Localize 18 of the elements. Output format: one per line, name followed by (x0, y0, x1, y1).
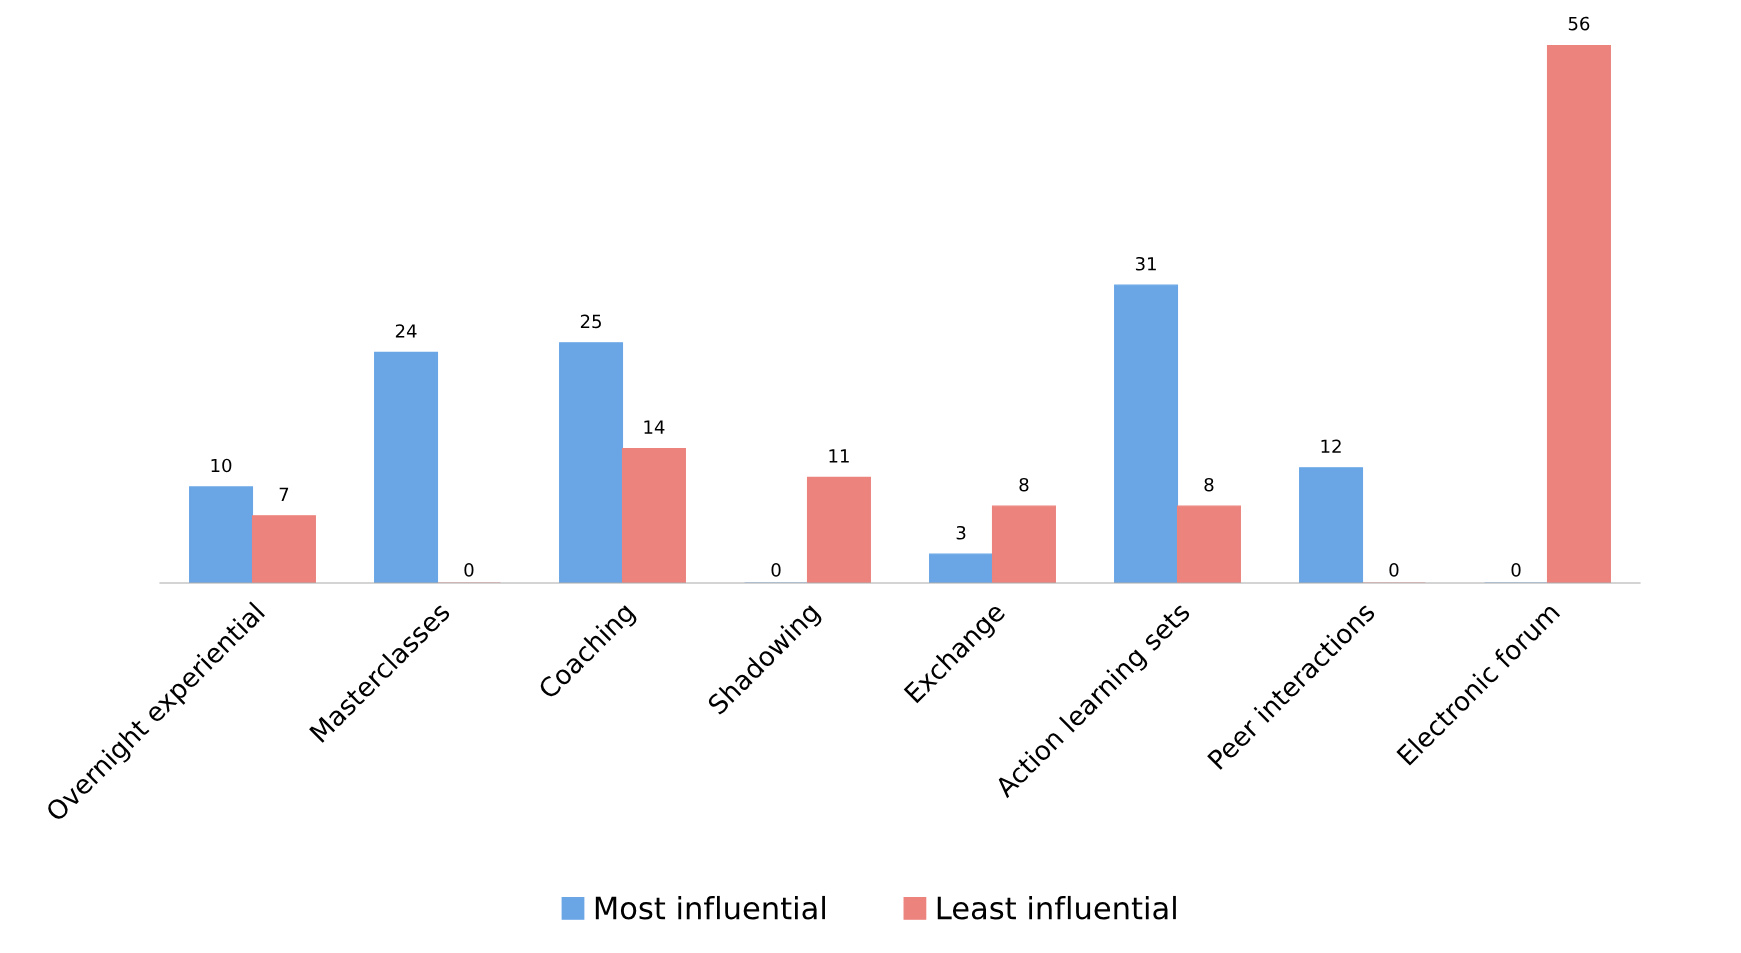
data-label: 8 (1019, 477, 1029, 492)
data-label: 0 (1389, 563, 1399, 577)
data-label: 7 (279, 487, 289, 501)
data-label: 0 (464, 563, 474, 577)
data-label: 56 (1568, 16, 1590, 31)
data-label: 8 (1204, 477, 1214, 492)
legend-label: Least influential (937, 895, 1176, 920)
data-label: 25 (580, 314, 601, 329)
data-label: 0 (771, 563, 781, 577)
data-label: 31 (1135, 256, 1156, 271)
data-label: 24 (395, 324, 417, 338)
data-label: 11 (829, 449, 849, 463)
data-label: 12 (1321, 439, 1341, 453)
data-label: 10 (211, 458, 232, 473)
legend-label: Most influential (595, 895, 825, 920)
data-label: 3 (956, 525, 966, 540)
data-label: 0 (1511, 563, 1521, 577)
data-label: 14 (644, 420, 665, 434)
